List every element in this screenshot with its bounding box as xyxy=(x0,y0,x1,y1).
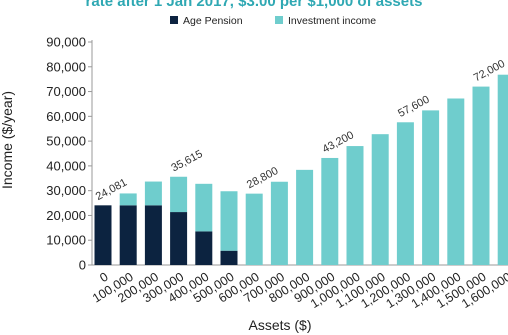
y-axis-ticks: 0 10,000 20,000 30,000 40,000 50,000 60,000 70,… xyxy=(46,35,92,273)
x-axis-title: Assets ($) xyxy=(248,317,311,333)
legend-swatch-investment-income xyxy=(275,16,283,24)
y-tick-label-70-000: 70,000 xyxy=(46,84,86,99)
y-tick-label-0: 0 xyxy=(79,258,86,273)
bar-investment-income-1-300-000 xyxy=(422,110,440,266)
bar-age-pension-400-000 xyxy=(195,231,213,265)
bar-investment-income-500-000 xyxy=(220,191,238,251)
legend: Age Pension Investment income xyxy=(170,15,376,27)
bar-age-pension-0 xyxy=(94,205,112,265)
y-tick-label-50-000: 50,000 xyxy=(46,134,86,149)
bar-investment-income-600-000 xyxy=(245,193,263,265)
bar-investment-income-700-000 xyxy=(270,181,288,265)
legend-swatch-age-pension xyxy=(170,16,178,24)
bar-age-pension-100-000 xyxy=(119,205,137,265)
y-tick-label-20-000: 20,000 xyxy=(46,208,86,223)
bar-age-pension-500-000 xyxy=(220,250,238,265)
y-tick-label-90-000: 90,000 xyxy=(46,35,86,50)
y-axis-title: Income ($/year) xyxy=(0,91,15,189)
bar-age-pension-200-000 xyxy=(144,205,162,265)
legend-label-age-pension: Age Pension xyxy=(183,15,243,27)
chart-title: rate after 1 Jan 2017, $3.00 per $1,000 … xyxy=(86,0,423,10)
bars xyxy=(94,74,508,266)
y-tick-label-30-000: 30,000 xyxy=(46,183,86,198)
y-tick-label-40-000: 40,000 xyxy=(46,158,86,173)
bar-investment-income-800-000 xyxy=(296,169,314,265)
data-label-300-000: 35,615 xyxy=(169,148,204,174)
bar-age-pension-300-000 xyxy=(170,212,188,265)
bar-investment-income-100-000 xyxy=(119,193,137,206)
legend-label-investment-income: Investment income xyxy=(288,15,376,27)
bar-investment-income-200-000 xyxy=(144,181,162,206)
bar-investment-income-1-000-000 xyxy=(346,146,364,265)
bar-investment-income-900-000 xyxy=(321,157,339,265)
bar-investment-income-300-000 xyxy=(170,176,188,213)
bar-investment-income-400-000 xyxy=(195,183,213,232)
bar-investment-income-1-400-000 xyxy=(447,98,465,265)
y-tick-label-10-000: 10,000 xyxy=(46,233,86,248)
bar-investment-income-1-200-000 xyxy=(396,122,414,265)
bar-investment-income-1-100-000 xyxy=(371,134,389,265)
y-tick-label-80-000: 80,000 xyxy=(46,59,86,74)
x-axis-ticks: 0100,000200,000300,000400,000500,000600,… xyxy=(90,270,508,311)
y-tick-label-60-000: 60,000 xyxy=(46,109,86,124)
bar-investment-income-1-600-000 xyxy=(497,74,508,265)
bar-investment-income-1-500-000 xyxy=(472,86,490,265)
